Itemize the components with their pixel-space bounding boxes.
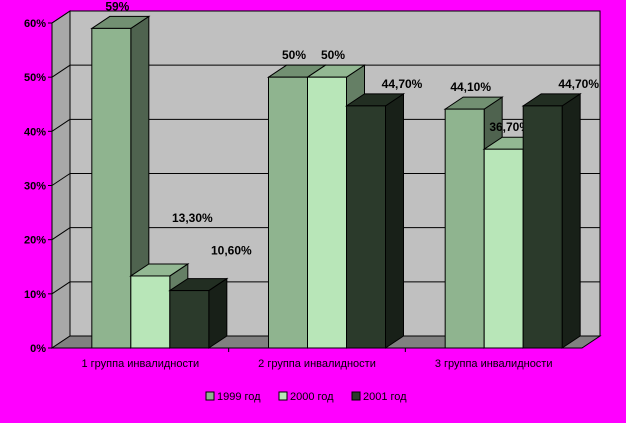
bar <box>444 108 485 349</box>
legend-label: 1999 год <box>217 391 261 403</box>
data-label: 13,30% <box>172 211 213 225</box>
y-tick-label: 60% <box>24 18 46 30</box>
legend-swatch <box>278 391 288 401</box>
x-tick-label: 1 группа инвалидности <box>81 358 199 370</box>
data-label: 50% <box>282 48 306 62</box>
legend-swatch <box>205 391 215 401</box>
data-label: 50% <box>321 48 345 62</box>
gridline-side <box>51 64 71 78</box>
legend-label: 2000 год <box>290 391 334 403</box>
y-tick-label: 30% <box>24 181 46 193</box>
x-tick-label: 2 группа инвалидности <box>258 358 376 370</box>
x-tick-label: 3 группа инвалидности <box>435 358 553 370</box>
data-label: 44,10% <box>450 80 491 94</box>
gridline-side <box>51 10 71 24</box>
bar-side <box>561 92 581 349</box>
y-tick-label: 20% <box>24 235 46 247</box>
bar <box>483 148 524 349</box>
gridline-side <box>51 173 71 186</box>
bar <box>268 76 308 349</box>
data-label: 10,60% <box>211 244 252 258</box>
bar <box>169 290 210 349</box>
y-tick-label: 10% <box>24 289 46 301</box>
bar-side <box>385 92 404 349</box>
y-tick-label: 0% <box>30 343 46 355</box>
y-tick-label: 40% <box>24 126 46 138</box>
legend-swatch <box>351 391 361 401</box>
bar <box>130 275 171 349</box>
bar <box>91 27 132 349</box>
data-label: 59% <box>105 0 129 13</box>
gridline-side <box>51 118 71 132</box>
data-label: 36,70% <box>489 120 530 134</box>
gridline-side <box>51 227 71 241</box>
y-tick-label: 50% <box>24 72 46 84</box>
gridline-side <box>51 281 71 295</box>
data-label: 44,70% <box>558 77 599 91</box>
bar <box>307 76 347 349</box>
bar <box>522 105 563 349</box>
data-label: 44,70% <box>382 77 423 91</box>
bar <box>346 105 386 349</box>
legend-label: 2001 год <box>363 391 407 403</box>
